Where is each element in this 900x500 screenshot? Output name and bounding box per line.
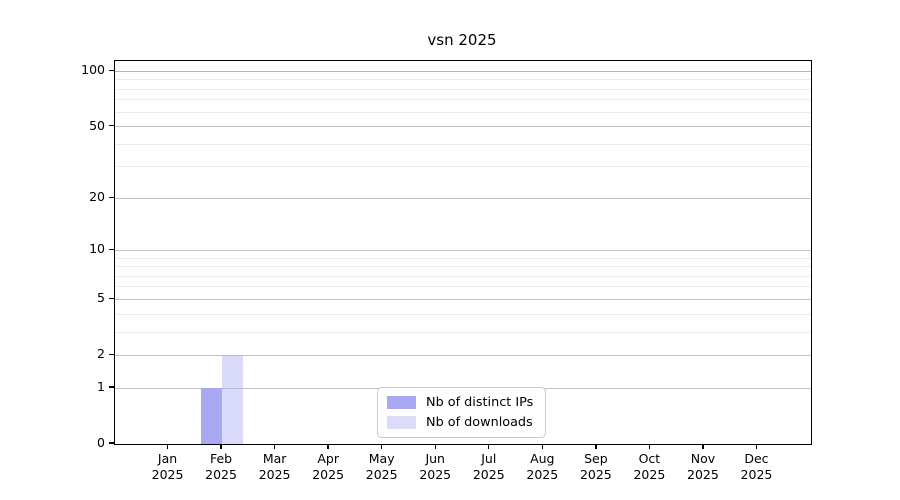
legend-swatch	[387, 416, 416, 429]
x-tick-label: Sep 2025	[564, 451, 628, 482]
x-tick-label: Oct 2025	[617, 451, 681, 482]
x-tick-year: 2025	[633, 466, 666, 482]
legend-entry: Nb of downloads	[387, 415, 533, 430]
x-tick	[702, 444, 704, 450]
x-tick-label: Feb 2025	[189, 451, 253, 482]
x-tick-month: Aug	[530, 451, 555, 466]
x-tick-year: 2025	[365, 466, 398, 482]
chart-title: vsn 2025	[427, 31, 497, 49]
x-tick-label: Apr 2025	[296, 451, 360, 482]
x-tick-year: 2025	[687, 466, 719, 482]
x-tick-year: 2025	[312, 466, 345, 482]
x-tick-month: Jun	[425, 451, 445, 466]
y-tick	[109, 69, 114, 72]
x-tick-year: 2025	[579, 466, 612, 482]
y-tick-label: 0	[97, 435, 105, 450]
y-gridline-minor	[115, 331, 811, 333]
x-tick-month: Oct	[638, 451, 661, 466]
x-tick-month: Jan	[157, 451, 178, 466]
y-tick-label: 20	[89, 189, 105, 205]
y-tick	[109, 124, 114, 127]
x-tick-label: Aug 2025	[510, 451, 574, 482]
x-tick-month: Sep	[584, 451, 608, 466]
x-tick-month: Feb	[209, 451, 233, 466]
y-gridline-major	[115, 70, 811, 72]
x-tick	[220, 444, 222, 450]
x-tick-label: Mar 2025	[243, 451, 307, 482]
x-tick	[434, 444, 436, 450]
x-tick	[166, 444, 169, 450]
x-tick-label: May 2025	[350, 451, 414, 482]
y-tick	[109, 386, 114, 388]
x-tick-month: Jul	[481, 451, 497, 466]
legend-swatch	[387, 396, 416, 409]
x-tick	[541, 444, 543, 450]
x-tick-label: Dec 2025	[724, 451, 788, 482]
x-tick	[755, 444, 758, 450]
y-gridline-major	[115, 354, 811, 356]
y-gridline-minor	[115, 275, 811, 277]
x-tick-year: 2025	[205, 466, 237, 482]
bar-downloads	[222, 355, 244, 444]
y-gridline-minor	[115, 266, 811, 268]
x-tick	[488, 444, 490, 450]
x-tick	[273, 444, 276, 450]
y-gridline-minor	[115, 99, 811, 101]
y-gridline-minor	[115, 143, 811, 145]
x-tick-month: Dec	[744, 451, 769, 466]
y-tick	[109, 442, 114, 444]
x-tick	[327, 444, 329, 450]
x-tick-label: Jun 2025	[403, 451, 467, 482]
legend-entry: Nb of distinct IPs	[387, 395, 533, 410]
y-gridline-minor	[115, 111, 811, 113]
y-tick	[109, 196, 114, 198]
y-gridline-minor	[115, 257, 811, 259]
y-tick	[109, 297, 114, 300]
y-tick-label: 50	[89, 117, 105, 133]
x-tick-year: 2025	[419, 466, 452, 482]
x-tick	[380, 444, 383, 450]
x-tick-year: 2025	[740, 466, 773, 482]
y-tick	[109, 248, 114, 251]
y-gridline-major	[115, 126, 811, 128]
x-tick-year: 2025	[151, 466, 184, 482]
y-gridline-minor	[115, 79, 811, 81]
x-tick-label: Jan 2025	[136, 451, 200, 482]
y-tick-label: 1	[97, 379, 105, 395]
y-gridline-minor	[115, 286, 811, 288]
x-tick-month: May	[368, 451, 395, 466]
y-tick-label: 100	[81, 62, 105, 78]
x-tick-month: Apr	[317, 451, 339, 466]
y-gridline-minor	[115, 88, 811, 90]
bar-distinct-ips	[201, 388, 223, 444]
x-tick	[648, 444, 651, 450]
x-tick-label: Jul 2025	[457, 451, 521, 482]
x-tick-month: Nov	[690, 451, 716, 466]
x-tick-month: Mar	[262, 451, 287, 466]
x-tick-year: 2025	[258, 466, 291, 482]
x-tick	[595, 444, 597, 450]
legend: Nb of distinct IPs Nb of downloads	[377, 387, 547, 438]
y-gridline-major	[115, 197, 811, 199]
y-tick	[109, 353, 114, 355]
y-tick-label: 10	[89, 241, 105, 257]
x-tick-year: 2025	[472, 466, 505, 482]
y-gridline-major	[115, 298, 811, 300]
y-gridline-minor	[115, 166, 811, 168]
y-gridline-minor	[115, 313, 811, 315]
x-tick-label: Nov 2025	[671, 451, 735, 482]
y-gridline-major	[115, 249, 811, 251]
x-tick-year: 2025	[526, 466, 559, 482]
legend-label: Nb of downloads	[426, 415, 533, 430]
legend-label: Nb of distinct IPs	[426, 395, 534, 410]
y-tick-label: 2	[97, 346, 105, 362]
plot-area: Nb of distinct IPs Nb of downloads	[114, 60, 812, 445]
y-tick-label: 5	[97, 290, 105, 306]
